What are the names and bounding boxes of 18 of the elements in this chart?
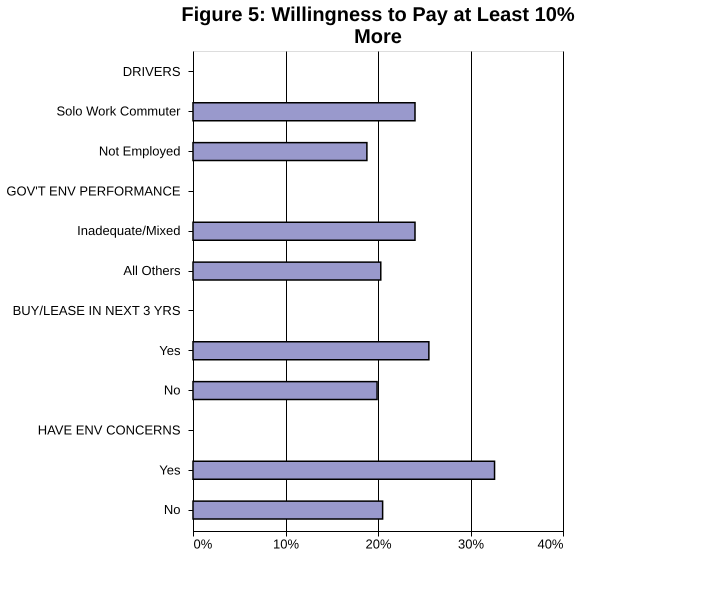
chart-title: Figure 5: Willingness to Pay at Least 10% More [181,4,575,48]
x-tick-label: 10% [272,536,300,552]
y-tick-label: Yes [159,342,181,358]
y-tick-label: GOV'T ENV PERFORMANCE [6,183,181,198]
y-tick-label: DRIVERS [122,64,181,79]
y-tick-label: HAVE ENV CONCERNS [38,422,181,438]
y-tick-label: Inadequate/Mixed [77,223,180,238]
x-tick-label: 0% [194,536,213,552]
y-tick-label: No [164,502,180,518]
y-tick-label: Solo Work Commuter [56,104,182,119]
y-tick-label: Not Employed [98,144,180,159]
x-tick-label: 40% [537,536,564,552]
y-tick-label: Yes [159,462,181,478]
y-tick-label: No [164,382,180,398]
x-tick-label: 20% [365,536,392,552]
y-tick-label: All Others [123,263,181,278]
x-tick-label: 30% [458,536,484,552]
y-tick-label: BUY/LEASE IN NEXT 3 YRS [12,302,181,318]
